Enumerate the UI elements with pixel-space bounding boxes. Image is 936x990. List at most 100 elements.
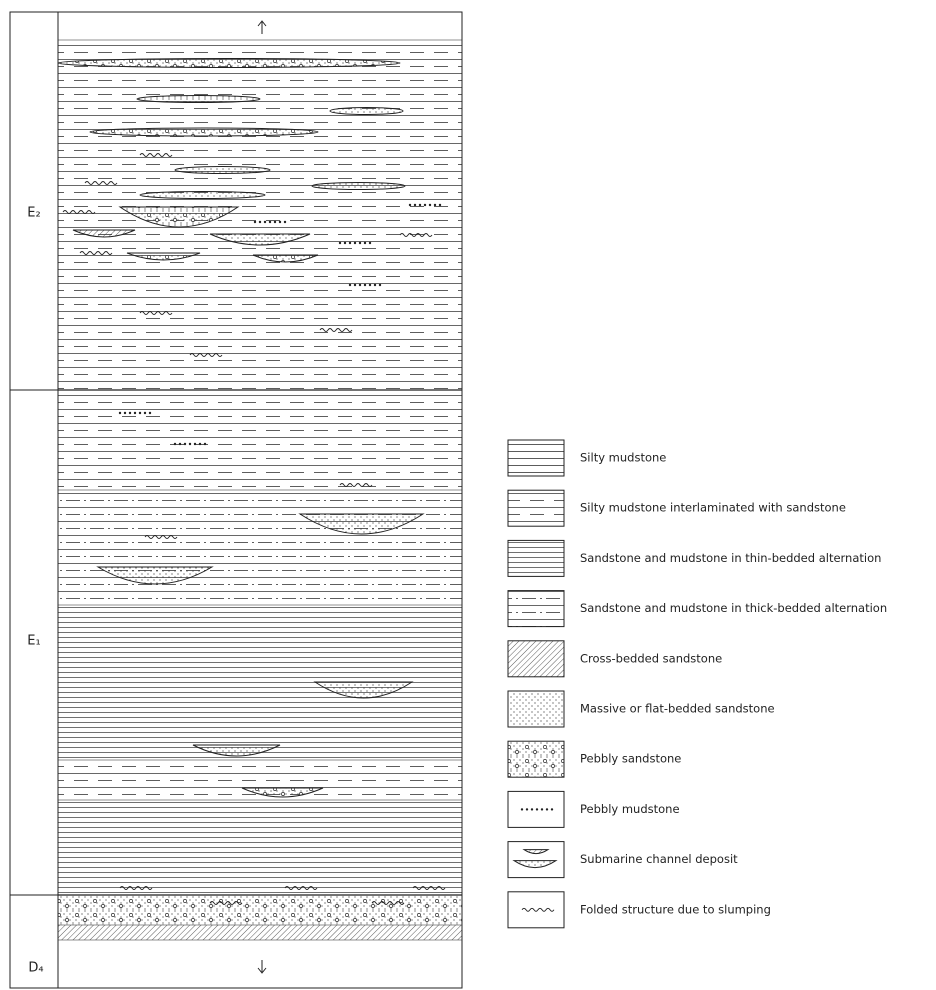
legend-item: Sandstone and mudstone in thin-bedded al… bbox=[507, 539, 881, 577]
legend-swatch bbox=[507, 489, 565, 527]
sand-lens bbox=[311, 182, 406, 190]
legend-item: Submarine channel deposit bbox=[507, 841, 738, 879]
pebble-dot bbox=[408, 203, 412, 207]
pebble-dot bbox=[530, 808, 534, 811]
layer bbox=[58, 925, 462, 940]
unit-frame bbox=[9, 11, 59, 989]
pebble-dot bbox=[413, 203, 417, 207]
legend: Silty mudstone Silty mudstone interlamina… bbox=[507, 439, 887, 929]
legend-label: Massive or flat-bedded sandstone bbox=[580, 702, 775, 716]
slump-fold bbox=[319, 328, 353, 332]
legend-swatch bbox=[507, 891, 565, 929]
legend-item: Massive or flat-bedded sandstone bbox=[507, 690, 775, 728]
pebble-dot bbox=[423, 203, 427, 207]
legend-item: Pebbly sandstone bbox=[507, 740, 681, 778]
sand-lens bbox=[136, 95, 261, 103]
slump-fold bbox=[412, 886, 446, 890]
legend-item: Silty mudstone bbox=[507, 439, 666, 477]
pebble-dot bbox=[545, 808, 549, 811]
legend-label: Cross-bedded sandstone bbox=[580, 651, 722, 665]
slump-fold bbox=[139, 311, 173, 315]
channel-deposit bbox=[522, 849, 550, 855]
channel-deposit bbox=[241, 787, 324, 798]
sand-lens bbox=[57, 58, 401, 68]
pebble-dot bbox=[358, 241, 362, 245]
layer bbox=[58, 895, 462, 925]
pebble-dot bbox=[368, 241, 372, 245]
unit-label: E₁ bbox=[27, 634, 40, 649]
pebble-dot bbox=[133, 411, 137, 415]
slump-fold bbox=[62, 210, 96, 214]
pebble-dot bbox=[123, 411, 127, 415]
slump-fold bbox=[284, 886, 318, 890]
pebble-dot bbox=[148, 411, 152, 415]
legend-swatch bbox=[507, 690, 565, 728]
pebble-dot bbox=[418, 203, 422, 207]
pebble-dot bbox=[433, 203, 437, 207]
sand-lens bbox=[174, 166, 271, 174]
slump-fold bbox=[399, 233, 433, 237]
pebble-dot bbox=[368, 283, 372, 287]
pebble-dot bbox=[253, 220, 257, 224]
sand-lens bbox=[139, 191, 266, 199]
legend-swatch bbox=[507, 439, 565, 477]
legend-label: Pebbly sandstone bbox=[580, 752, 681, 766]
pebble-dot bbox=[353, 283, 357, 287]
pebble-dot bbox=[550, 808, 554, 811]
pebble-dot bbox=[258, 220, 262, 224]
pebble-dot bbox=[143, 411, 147, 415]
slump-fold bbox=[371, 901, 405, 905]
legend-label: Sandstone and mudstone in thin-bedded al… bbox=[580, 551, 881, 565]
pebble-dot bbox=[520, 808, 524, 811]
pebble-dot bbox=[363, 241, 367, 245]
unit-label: E₂ bbox=[27, 206, 40, 221]
legend-swatch bbox=[507, 539, 565, 577]
layer bbox=[58, 490, 462, 605]
pebble-dot bbox=[540, 808, 544, 811]
pebble-dot bbox=[173, 442, 177, 446]
pebble-dot bbox=[363, 283, 367, 287]
legend-label: Submarine channel deposit bbox=[580, 852, 738, 866]
legend-item: Cross-bedded sandstone bbox=[507, 640, 722, 678]
pebble-dot bbox=[343, 241, 347, 245]
channel-deposit bbox=[96, 566, 214, 585]
pebble-dot bbox=[183, 442, 187, 446]
legend-label: Pebbly mudstone bbox=[580, 802, 680, 816]
pebble-dot bbox=[358, 283, 362, 287]
pebble-dot bbox=[353, 241, 357, 245]
stratigraphic-column bbox=[9, 11, 463, 989]
pebble-dot bbox=[273, 220, 277, 224]
legend-item: Folded structure due to slumping bbox=[507, 891, 771, 929]
channel-deposit bbox=[192, 744, 281, 757]
sand-lens bbox=[329, 107, 404, 115]
pebble-dot bbox=[268, 220, 272, 224]
pebble-dot bbox=[178, 442, 182, 446]
sand-lens bbox=[89, 127, 319, 137]
pebble-dot bbox=[278, 220, 282, 224]
channel-deposit bbox=[313, 681, 414, 699]
layer bbox=[58, 40, 462, 490]
channel-deposit bbox=[118, 206, 240, 228]
legend-label: Silty mudstone interlaminated with sands… bbox=[580, 501, 846, 515]
pebble-dot bbox=[378, 283, 382, 287]
arrow-down bbox=[257, 960, 267, 974]
slump-fold bbox=[189, 353, 223, 357]
pebble-dot bbox=[348, 241, 352, 245]
legend-swatch bbox=[507, 590, 565, 628]
legend-label: Folded structure due to slumping bbox=[580, 902, 771, 916]
slump-fold bbox=[119, 886, 153, 890]
legend-label: Sandstone and mudstone in thick-bedded a… bbox=[580, 601, 887, 615]
pebble-dot bbox=[283, 220, 287, 224]
pebble-dot bbox=[428, 203, 432, 207]
pebble-dot bbox=[263, 220, 267, 224]
arrow-up bbox=[257, 20, 267, 34]
slump-fold bbox=[144, 535, 178, 539]
unit-label: D₄ bbox=[28, 961, 43, 976]
pebble-dot bbox=[138, 411, 142, 415]
pebble-dot bbox=[188, 442, 192, 446]
slump-fold bbox=[339, 483, 373, 487]
slump-fold bbox=[84, 181, 118, 185]
pebble-dot bbox=[193, 442, 197, 446]
pebble-dot bbox=[373, 283, 377, 287]
